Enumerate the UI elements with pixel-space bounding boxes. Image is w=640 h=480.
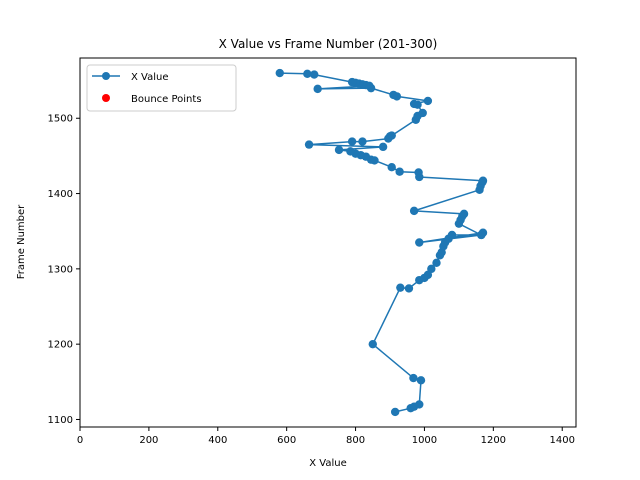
data-point bbox=[387, 162, 396, 172]
data-point bbox=[389, 90, 398, 100]
data-point bbox=[459, 209, 469, 219]
data-point bbox=[313, 84, 322, 94]
data-point bbox=[347, 137, 357, 146]
y-axis: 1100 1200 1300 1400 1500 bbox=[48, 114, 80, 426]
data-point bbox=[478, 176, 488, 185]
data-point bbox=[427, 264, 436, 274]
data-point bbox=[396, 283, 405, 292]
x-tick-label: 1000 bbox=[412, 435, 437, 446]
plot-area bbox=[79, 57, 577, 428]
legend-box bbox=[86, 64, 237, 112]
data-point bbox=[304, 140, 314, 149]
data-point bbox=[414, 168, 423, 177]
data-point bbox=[347, 77, 357, 87]
data-point bbox=[310, 70, 319, 79]
legend-bounce-swatch bbox=[102, 94, 110, 102]
y-tick-label: 1100 bbox=[48, 415, 73, 426]
data-point bbox=[415, 238, 424, 247]
data-point bbox=[303, 69, 312, 79]
data-point bbox=[378, 142, 388, 152]
data-point bbox=[447, 230, 457, 240]
x-axis: 0 200 400 600 800 1000 1200 1400 bbox=[77, 427, 575, 446]
x-tick-label: 1400 bbox=[549, 435, 574, 446]
x-tick-label: 800 bbox=[346, 435, 365, 446]
data-point bbox=[387, 131, 396, 140]
x-tick-label: 200 bbox=[139, 435, 158, 446]
legend-entry-x-value: X Value bbox=[131, 72, 169, 83]
data-point bbox=[432, 258, 441, 268]
data-point bbox=[368, 339, 377, 349]
data-point bbox=[409, 99, 419, 109]
x-tick-label: 400 bbox=[208, 435, 227, 446]
data-point bbox=[415, 400, 424, 409]
y-tick-label: 1300 bbox=[48, 264, 73, 275]
data-point bbox=[404, 284, 414, 293]
axes-frame bbox=[79, 57, 577, 428]
series-layer bbox=[275, 68, 488, 417]
legend-marker-swatch bbox=[102, 72, 110, 80]
data-point bbox=[358, 137, 367, 146]
data-point bbox=[390, 407, 400, 417]
y-tick-label: 1400 bbox=[48, 189, 73, 200]
data-point bbox=[334, 145, 344, 155]
data-point bbox=[423, 96, 433, 106]
y-tick-label: 1500 bbox=[48, 114, 73, 125]
data-point bbox=[409, 373, 418, 383]
y-tick-label: 1200 bbox=[48, 340, 73, 351]
x-tick-label: 0 bbox=[77, 435, 83, 446]
data-point bbox=[275, 68, 284, 78]
data-point bbox=[418, 108, 427, 118]
x-tick-label: 1200 bbox=[481, 435, 506, 446]
legend: X Value Bounce Points bbox=[86, 64, 237, 112]
data-point bbox=[416, 376, 426, 385]
x-tick-label: 600 bbox=[277, 435, 296, 446]
chart-title: X Value vs Frame Number (201-300) bbox=[219, 37, 438, 51]
data-point bbox=[409, 206, 419, 216]
x-axis-title: X Value bbox=[309, 458, 347, 469]
data-point bbox=[477, 230, 486, 240]
data-point bbox=[395, 167, 404, 176]
legend-entry-bounce-points: Bounce Points bbox=[131, 94, 202, 105]
data-point bbox=[346, 147, 355, 156]
y-axis-title: Frame Number bbox=[16, 204, 27, 279]
